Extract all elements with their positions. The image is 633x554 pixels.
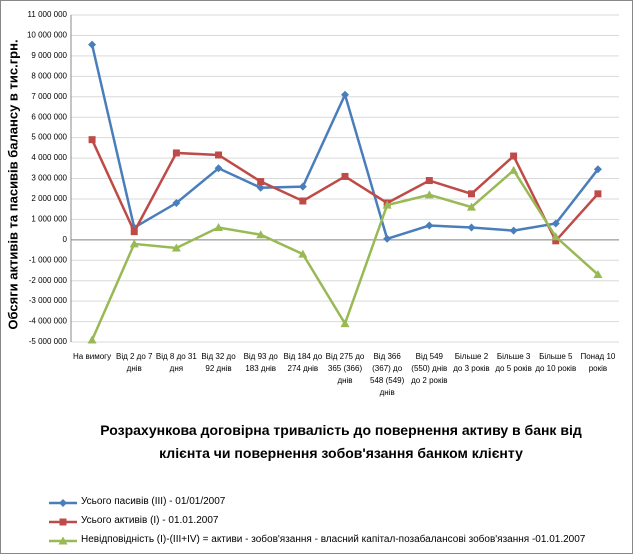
marker (88, 136, 96, 144)
marker (172, 149, 180, 157)
x-tick-label: Більше 2 до 3 років (453, 352, 490, 373)
marker (59, 499, 67, 507)
marker (256, 183, 265, 192)
x-axis-title: Розрахункова договірна тривалість до пов… (100, 422, 582, 461)
legend-label: Невідповідність (І)-(ІІІ+ІV) = активи - … (81, 534, 586, 545)
y-tick-label: 8 000 000 (31, 71, 67, 80)
marker (383, 234, 392, 243)
x-tick-label: На вимогу (73, 352, 112, 361)
marker (551, 232, 561, 241)
marker (382, 200, 392, 209)
x-tick-label: Понад 10 років (580, 352, 616, 373)
y-tick-label: 9 000 000 (31, 51, 67, 60)
marker (467, 223, 476, 232)
marker (593, 270, 603, 279)
marker (552, 237, 560, 245)
series-line (90, 168, 599, 341)
marker (129, 239, 139, 248)
y-tick-label: -5 000 000 (29, 337, 68, 346)
y-axis-title: Обсяги активів та пасивів балансу в тис.… (5, 39, 21, 330)
marker (214, 223, 224, 232)
y-tick-label: 11 000 000 (28, 10, 68, 19)
y-tick-label: 6 000 000 (31, 112, 67, 121)
marker (509, 226, 518, 235)
x-tick-label: Від 93 до 183 днів (243, 352, 278, 373)
marker (88, 40, 97, 49)
marker (215, 151, 223, 159)
marker (171, 243, 181, 252)
marker (466, 202, 476, 211)
marker (130, 228, 138, 236)
marker (424, 190, 434, 199)
y-tick-label: -4 000 000 (29, 317, 68, 326)
x-tick-label: Від 366 (367) до 548 (549) днів (370, 352, 405, 397)
y-tick-label: -3 000 000 (29, 296, 68, 305)
marker (467, 190, 475, 198)
x-tick-label: Більше 3 до 5 років (495, 352, 532, 373)
x-tick-label: Від 2 до 7 днів (115, 352, 153, 373)
legend-label: Усього пасивів (III) - 01/01/2007 (81, 496, 226, 507)
marker (172, 199, 181, 208)
x-tick-label: Від 8 до 31 дня (155, 352, 197, 373)
marker (299, 197, 307, 205)
y-tick-label: 1 000 000 (31, 214, 67, 223)
y-tick-label: 7 000 000 (31, 92, 67, 101)
marker (509, 165, 519, 174)
y-tick-label: 10 000 000 (27, 31, 68, 40)
y-tick-label: 2 000 000 (31, 194, 67, 203)
marker (58, 536, 68, 545)
series-line (90, 44, 599, 241)
x-tick-label: Більше 5 до 10 років (535, 352, 577, 373)
y-tick-label: 5 000 000 (31, 133, 67, 142)
marker (257, 178, 265, 186)
marker (425, 221, 434, 230)
series-line (90, 139, 599, 244)
y-tick-label: 0 (63, 235, 68, 244)
marker (425, 177, 433, 185)
marker (59, 518, 67, 526)
y-tick-label: 3 000 000 (31, 174, 67, 183)
y-tick-label: -1 000 000 (29, 255, 68, 264)
marker (551, 219, 560, 228)
marker (340, 319, 350, 328)
x-tick-label: Від 275 до 365 (366) днів (325, 352, 365, 385)
marker (594, 190, 602, 198)
y-tick-label: 4 000 000 (31, 153, 67, 162)
legend-label: Усього активів (І) - 01.01.2007 (81, 515, 219, 526)
marker (298, 182, 307, 191)
marker (298, 249, 308, 258)
marker (256, 230, 266, 239)
marker (341, 172, 349, 180)
x-tick-label: Від 32 до 92 днів (201, 352, 236, 373)
marker (214, 164, 223, 173)
x-tick-label: Від 184 до 274 днів (283, 352, 323, 373)
marker (510, 152, 518, 160)
marker (593, 165, 602, 174)
marker (341, 90, 349, 99)
marker (87, 335, 97, 344)
y-tick-label: -2 000 000 (29, 276, 68, 285)
x-tick-label: Від 549 (550) днів до 2 років (411, 352, 448, 385)
